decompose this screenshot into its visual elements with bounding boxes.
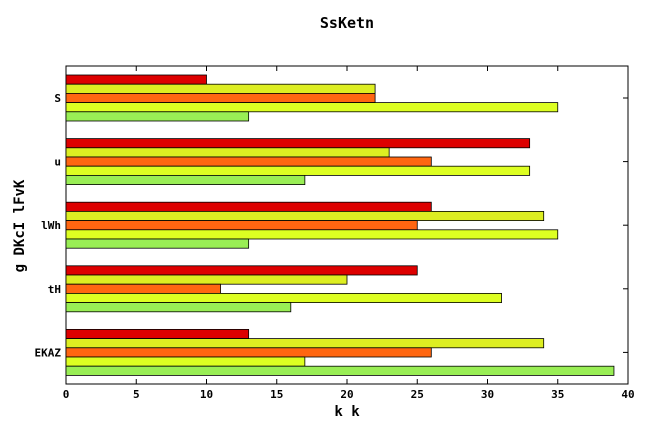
bar xyxy=(65,147,390,158)
bar xyxy=(65,365,615,376)
bar xyxy=(65,283,221,294)
y-tick-label: tH xyxy=(48,283,61,296)
x-tick-label: 15 xyxy=(270,388,283,401)
x-tick-label: 35 xyxy=(551,388,564,401)
x-axis-label: k k xyxy=(334,404,360,420)
x-tick-label: 40 xyxy=(621,388,634,401)
x-tick-label: 30 xyxy=(481,388,494,401)
bar xyxy=(65,220,418,231)
bar xyxy=(65,210,545,221)
bar xyxy=(65,74,207,85)
bar xyxy=(65,347,432,358)
bar xyxy=(65,265,418,276)
y-axis-label: g DKcI lFvK xyxy=(12,179,28,272)
bar xyxy=(65,292,502,303)
chart-title: SsKetn xyxy=(320,14,374,32)
x-tick-label: 10 xyxy=(200,388,213,401)
x-tick-label: 5 xyxy=(133,388,140,401)
bar xyxy=(65,102,559,113)
bar xyxy=(65,356,306,367)
bar xyxy=(65,83,376,94)
plot-area: 0 5 10 15 20 25 30 35 40 Su lWh tH EKAZ xyxy=(35,65,635,401)
bar xyxy=(65,156,432,167)
x-tick-label: 0 xyxy=(63,388,70,401)
bar xyxy=(65,302,292,313)
bar xyxy=(65,111,250,122)
y-tick-label: u xyxy=(54,156,61,169)
bar xyxy=(65,229,559,240)
bar xyxy=(65,174,306,185)
y-tick-label: EKAZ xyxy=(35,346,62,359)
bar xyxy=(65,328,250,339)
bar xyxy=(65,201,432,212)
bar xyxy=(65,165,531,176)
bar xyxy=(65,238,250,249)
bar xyxy=(65,338,545,349)
x-tick-label: 25 xyxy=(411,388,424,401)
y-tick-label: S xyxy=(54,92,61,105)
bar xyxy=(65,274,348,285)
y-tick-label: lWh xyxy=(41,219,61,232)
bar xyxy=(65,138,531,149)
bar xyxy=(65,93,376,104)
x-tick-label: 20 xyxy=(340,388,353,401)
